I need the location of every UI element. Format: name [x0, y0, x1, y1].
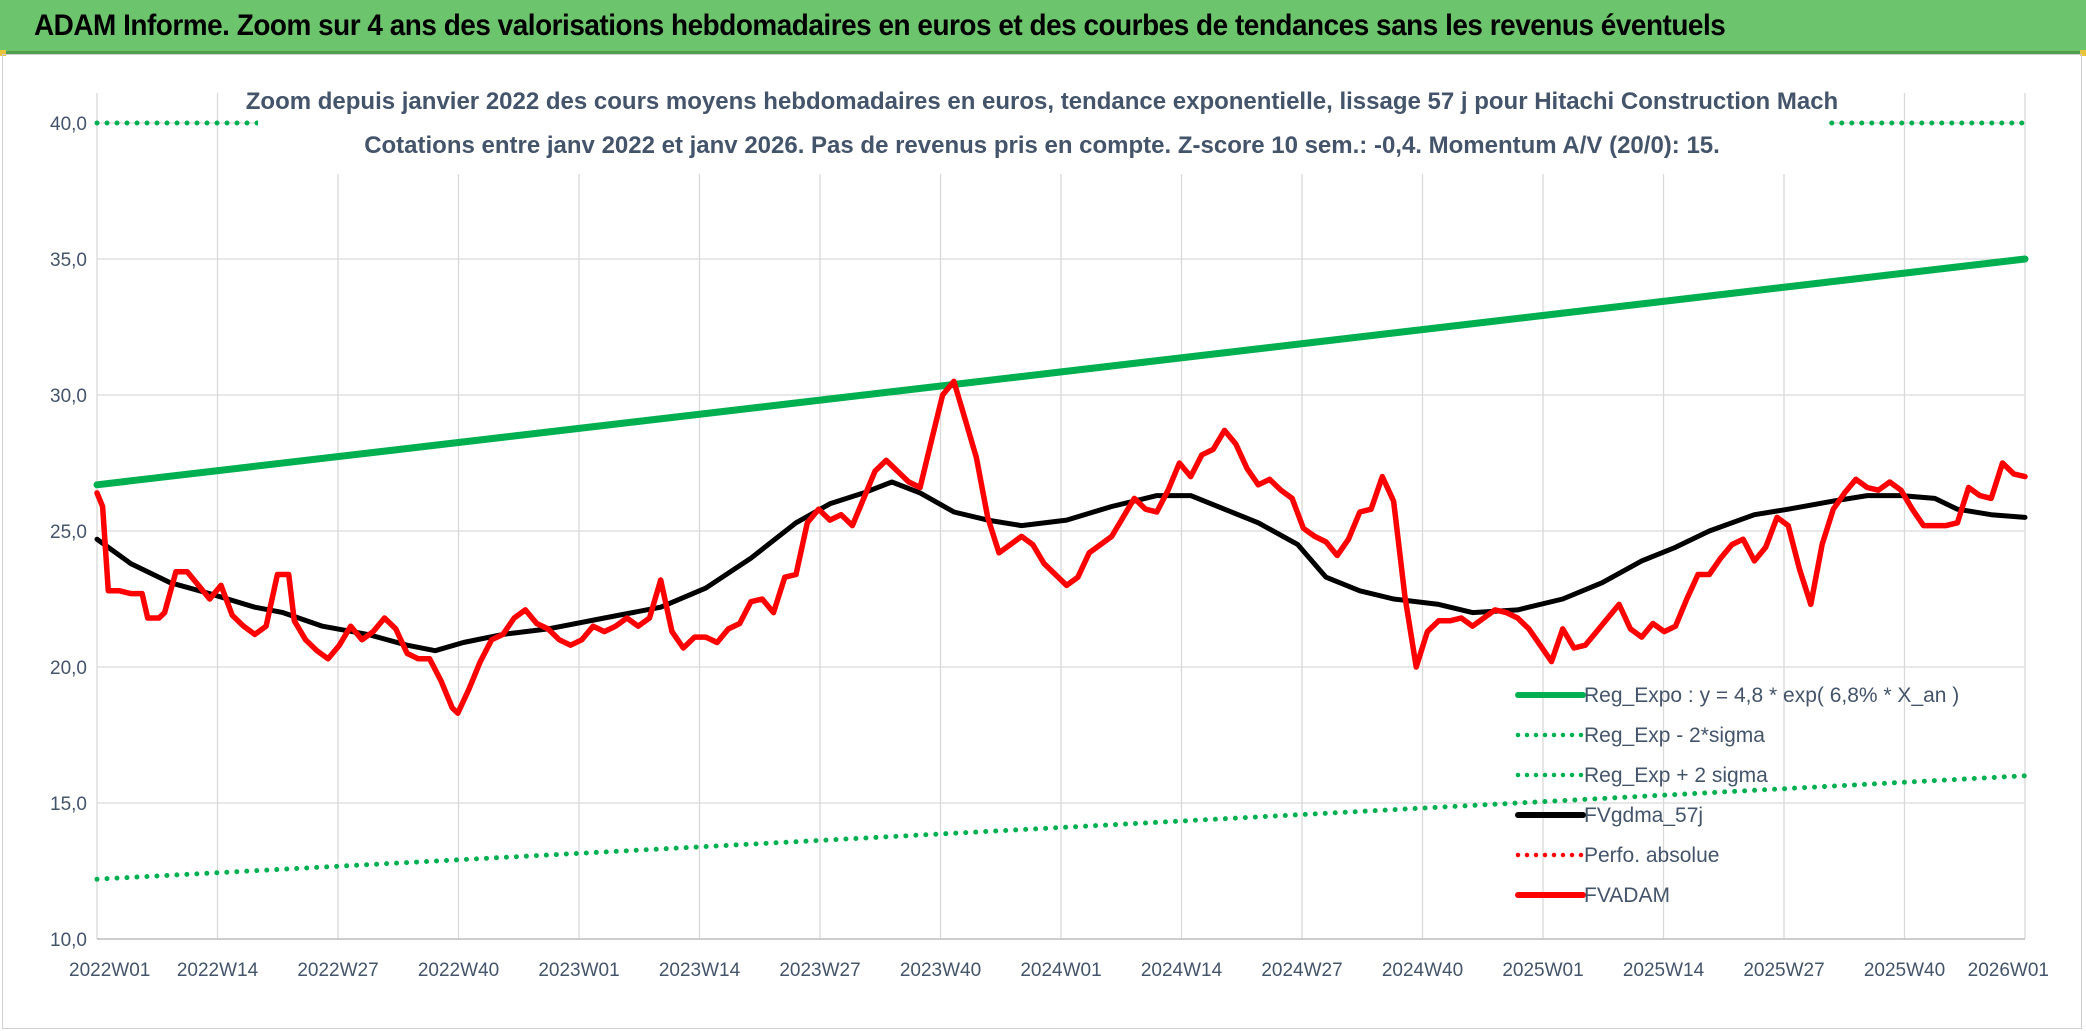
series-line-1: [94, 773, 2028, 882]
chart-series: [93, 120, 2029, 882]
y-tick-label: 20,0: [50, 658, 87, 679]
header-bar: ADAM Informe. Zoom sur 4 ans des valoris…: [0, 0, 2086, 54]
legend-label: Perfo. absolue: [1584, 844, 1719, 867]
y-axis-ticks: 10,0 15,0 20,0 25,0 30,0 35,0 40,0: [50, 114, 87, 951]
corner-marker-right: [2080, 50, 2086, 56]
x-tick-label: 2024W14: [1141, 960, 1223, 981]
x-tick-label: 2025W27: [1743, 960, 1824, 981]
x-axis-ticks: 2022W01 2022W14 2022W27 2022W40 2023W01 2023W…: [69, 960, 2049, 981]
y-tick-label: 35,0: [50, 250, 87, 271]
series-line-3: [94, 479, 2028, 654]
chart-frame: [2, 54, 2082, 1029]
x-tick-label: 2024W01: [1020, 960, 1101, 981]
x-tick-label: 2024W40: [1382, 960, 1463, 981]
x-tick-label: 2023W01: [538, 960, 619, 981]
x-tick-label: 2023W14: [659, 960, 741, 981]
y-tick-label: 25,0: [50, 522, 87, 543]
y-tick-label: 40,0: [50, 114, 87, 135]
corner-marker-left: [0, 50, 6, 56]
x-tick-label: 2026W01: [1968, 960, 2049, 981]
series-line-5: [94, 378, 2028, 716]
legend-label: Reg_Expo : y = 4,8 * exp( 6,8% * X_an ): [1584, 684, 1959, 707]
x-tick-label: 2022W14: [177, 960, 259, 981]
legend-label: FVADAM: [1584, 884, 1670, 907]
x-tick-label: 2022W27: [297, 960, 378, 981]
x-tick-label: 2022W01: [69, 960, 150, 981]
legend-label: Reg_Exp + 2 sigma: [1584, 764, 1768, 787]
chart-legend: Reg_Expo : y = 4,8 * exp( 6,8% * X_an ) R…: [1515, 684, 1959, 907]
y-tick-label: 10,0: [50, 930, 87, 951]
title-backdrop: [258, 74, 1828, 174]
y-tick-label: 30,0: [50, 386, 87, 407]
chart-grid: [96, 93, 2026, 940]
y-tick-label: 15,0: [50, 794, 87, 815]
legend-label: Reg_Exp - 2*sigma: [1584, 724, 1765, 747]
x-tick-label: 2025W40: [1864, 960, 1945, 981]
x-tick-label: 2023W27: [779, 960, 860, 981]
x-tick-label: 2024W27: [1261, 960, 1342, 981]
chart-title: Zoom depuis janvier 2022 des cours moyen…: [246, 88, 1838, 115]
x-tick-label: 2025W14: [1623, 960, 1705, 981]
x-tick-label: 2022W40: [418, 960, 499, 981]
x-tick-label: 2023W40: [900, 960, 981, 981]
x-tick-label: 2025W01: [1502, 960, 1583, 981]
series-line-0: [93, 255, 2029, 489]
legend-label: FVgdma_57j: [1584, 804, 1703, 827]
page-title: ADAM Informe. Zoom sur 4 ans des valoris…: [34, 9, 1726, 42]
chart-subtitle: Cotations entre janv 2022 et janv 2026. …: [364, 132, 1720, 159]
